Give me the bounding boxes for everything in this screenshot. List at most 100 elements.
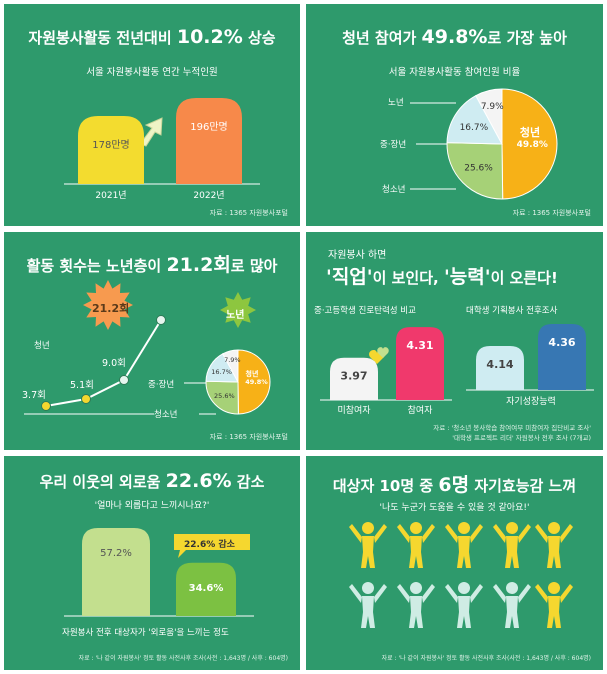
leaf-icon (220, 292, 256, 328)
mini-slice-middle-label: 16.7% (211, 368, 232, 376)
mini-slice-youth-label: 49.8% (245, 378, 268, 386)
panel-self-efficacy: 대상자 10명 중 6명 자기효능감 느껴 '나도 누군가 도움을 수 있을 것… (306, 456, 603, 670)
mini-slice-teen (205, 380, 239, 415)
panel-youth-ratio: 청년 참여가 49.8%로 가장 높아 서울 자원봉사활동 참여인원 비율 49… (306, 4, 603, 226)
panel-career-ability: 자원봉사 하면 '직업'이 보인다, '능력'이 오른다! 중·고등학생 진로탄… (306, 232, 603, 450)
label-teen: 청소년 (382, 185, 406, 195)
bar-value-label: 4.31 (406, 339, 433, 352)
bar-value-label: 178만명 (92, 139, 130, 151)
panel2-title: 청년 참여가 49.8%로 가장 높아 (342, 26, 567, 48)
mini-slice-senior (222, 349, 239, 383)
slice-senior (475, 88, 503, 145)
bar-value-label: 196만명 (190, 121, 228, 133)
starburst-badge-icon (83, 280, 133, 330)
point-value-label: 3.7회 (22, 390, 46, 401)
slice-senior-label: 7.9% (481, 102, 504, 112)
arrow-icon (139, 117, 163, 147)
slice-middle-label: 16.7% (460, 123, 489, 133)
bar-참여자 (396, 327, 444, 400)
person-icon (493, 522, 531, 568)
pictogram-people (349, 522, 573, 628)
bar-미참여자 (330, 357, 378, 400)
person-icon (349, 522, 387, 568)
bar-value-label: 4.14 (486, 358, 513, 371)
x-tick-label: 참여자 (408, 404, 434, 416)
panel6-quote: '나도 누군가 도움을 수 있을 것 같아요!' (379, 503, 530, 513)
mini-slice-senior-label: 7.9% (224, 356, 241, 364)
bar-value-label: 4.36 (548, 336, 575, 349)
panel-loneliness: 우리 이웃의 외로움 22.6% 감소 '얼마나 외롭다고 느끼시나요?' 57… (4, 456, 300, 670)
bar-chart-career: 3.97 미참여자 4.31 참여자 4.14 4.36 자기성장능력 (320, 324, 594, 416)
panel4-footnote2: '대학생 프로젝트 리더' 자원봉사 전후 조사 (7개교) (452, 434, 591, 442)
bar-후 (176, 562, 236, 616)
person-icon (535, 522, 573, 568)
mini-slice-teen-label: 25.6% (214, 392, 235, 400)
bar-value-label: 34.6% (189, 583, 224, 594)
callout-bubble (174, 534, 250, 558)
leaf-label: 노년 (226, 310, 245, 321)
person-icon (493, 582, 531, 628)
point-value-label: 9.0회 (102, 358, 126, 369)
pie-chart-age-groups: 49.8% 25.6% 16.7% 7.9% 청년 (410, 88, 558, 200)
right-subtitle: 대학생 기획봉사 전후조사 (466, 306, 558, 316)
slice-youth (501, 88, 558, 200)
line-point-노년 (156, 315, 166, 325)
bar-후 (538, 324, 586, 390)
panel5-title: 우리 이웃의 외로움 22.6% 감소 (39, 470, 265, 492)
panel2-subtitle: 서울 자원봉사활동 참여인원 비율 (388, 67, 521, 78)
panel2-source: 자료 : 1365 자원봉사포털 (512, 209, 591, 217)
panel4-header-line1: 자원봉사 하면 (328, 250, 387, 261)
label-senior: 노년 (388, 98, 404, 108)
mini-slice-youth (237, 349, 271, 415)
label-youth: 청년 (34, 341, 50, 351)
panel3-title: 활동 횟수는 노년층이 21.2회로 많아 (26, 254, 278, 276)
x-tick-label: 2021년 (95, 190, 126, 201)
person-icon (397, 582, 435, 628)
person-icon (445, 582, 483, 628)
x-tick-label: 미참여자 (337, 404, 371, 416)
point-value-label: 5.1회 (70, 380, 94, 391)
line-point-중·장년 (119, 375, 129, 385)
person-icon (397, 522, 435, 568)
panel1-source: 자료 : 1365 자원봉사포털 (209, 209, 288, 217)
bar-value-label: 57.2% (100, 548, 132, 559)
bar-chart-yearly: 178만명 2021년 196만명 2022년 (64, 98, 260, 201)
bar-전 (82, 528, 150, 616)
slice-teen (446, 142, 504, 200)
panel3-source: 자료 : 1365 자원봉사포털 (209, 433, 288, 441)
panel5-caption: 자원봉사 전후 대상자가 '외로움'을 느끼는 정도 (62, 628, 229, 638)
x-tick-label: 2022년 (193, 190, 224, 201)
panel-volunteer-growth: 자원봉사활동 전년대비 10.2% 상승 서울 자원봉사활동 연간 누적인원 1… (4, 4, 300, 226)
bar-전 (476, 346, 524, 390)
label-middle-line: 중·장년 (148, 380, 175, 390)
person-icon (535, 582, 573, 628)
line-series (45, 319, 162, 407)
bar-2021년 (78, 116, 144, 184)
bar-2022년 (176, 98, 242, 184)
panel6-title: 대상자 10명 중 6명 자기효능감 느껴 (332, 474, 577, 496)
panel5-source: 자료 : '나 같이 자원봉사' 정토 활동 사전사후 조사(사전 : 1,64… (78, 655, 288, 662)
label-teen-line: 청소년 (154, 410, 178, 420)
left-subtitle: 중·고등학생 진로탄력성 비교 (314, 306, 416, 316)
panel5-quote: '얼마나 외롭다고 느끼시나요?' (94, 501, 210, 511)
slice-middle (446, 94, 503, 145)
line-chart-activity: 3.7회 5.1회 9.0회 49.8% 25.6% 16.7% 7.9% 청년 (22, 280, 271, 415)
panel6-source: 자료 : '나 같이 자원봉사' 정토 활동 사전사후 조사(사전 : 1,64… (381, 655, 591, 662)
line-point-청년 (81, 394, 91, 404)
x-axis-label: 자기성장능력 (506, 395, 556, 407)
panel4-header-line2: '직업'이 보인다, '능력'이 오른다! (326, 266, 558, 288)
person-icon (445, 522, 483, 568)
bar-value-label: 3.97 (340, 370, 367, 383)
panel1-subtitle: 서울 자원봉사활동 연간 누적인원 (86, 67, 218, 78)
panel4-footnote1: 자료 : '청소년 봉사학습 참여여부 미참여자 집단비교 조사' (433, 424, 591, 432)
slice-youth-label: 49.8% (517, 140, 548, 150)
person-icon (349, 582, 387, 628)
line-point-청소년 (41, 401, 51, 411)
bar-chart-loneliness: 57.2% 34.6% (64, 528, 254, 617)
heart-icon-2 (377, 347, 389, 358)
mini-slice-youth-name: 청년 (246, 369, 259, 378)
badge-label: 21.2회 (92, 302, 130, 315)
slice-youth-name: 청년 (520, 125, 540, 139)
label-middle-aged: 중·장년 (380, 140, 407, 150)
callout-text: 22.6% 감소 (184, 540, 235, 550)
